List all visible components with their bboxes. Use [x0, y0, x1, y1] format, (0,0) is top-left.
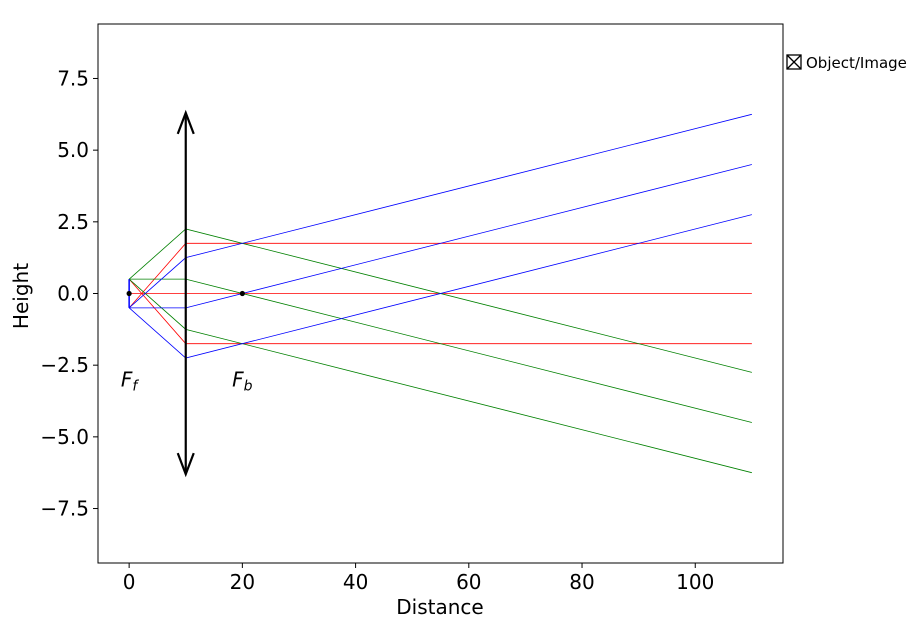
y-tick-label: 0.0 — [57, 282, 89, 306]
y-tick-label: −2.5 — [40, 353, 89, 377]
y-axis-label: Height — [9, 263, 33, 329]
legend: Object/Image — [786, 54, 907, 72]
x-tick-label: 60 — [456, 570, 481, 594]
x-tick-label: 40 — [343, 570, 368, 594]
x-tick-label: 20 — [230, 570, 255, 594]
points-layer — [126, 290, 245, 297]
lens-layer — [176, 109, 195, 478]
lens-top-arrowhead — [176, 109, 195, 135]
y-tick-label: 5.0 — [57, 138, 89, 162]
legend-marker-icon — [786, 54, 802, 70]
y-ticks: −7.5 −5.0 −2.5 0.0 2.5 5.0 7.5 — [40, 66, 98, 521]
y-tick-label: −7.5 — [40, 497, 89, 521]
x-tick-label: 80 — [569, 570, 594, 594]
x-tick-label: 0 — [123, 570, 136, 594]
x-axis-label: Distance — [396, 595, 483, 619]
legend-label: Object/Image — [806, 54, 907, 72]
x-tick-label: 100 — [676, 570, 714, 594]
y-tick-label: 7.5 — [57, 66, 89, 90]
x-ticks: 0 20 40 60 80 100 — [123, 563, 714, 594]
focal-point-marker-0 — [126, 290, 132, 297]
y-tick-label: −5.0 — [40, 425, 89, 449]
focal-point-marker-1 — [239, 290, 245, 297]
y-tick-label: 2.5 — [57, 210, 89, 234]
lens-bottom-arrowhead — [176, 452, 195, 478]
